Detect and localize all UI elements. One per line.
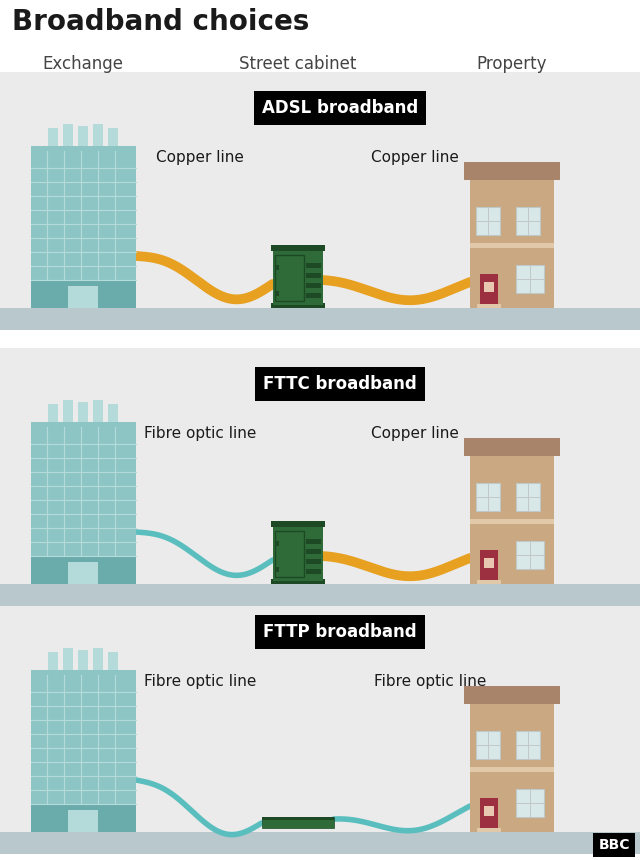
Text: Broadband choices: Broadband choices [12,8,309,36]
Bar [63,400,73,422]
Bar [477,304,501,308]
Bar [516,541,544,568]
Bar [306,549,321,554]
Bar [480,550,498,584]
Bar [271,245,324,251]
Bar [306,569,321,574]
Bar [516,789,544,817]
Bar [306,263,321,268]
Text: BBC: BBC [598,838,630,852]
Text: Copper line: Copper line [156,150,244,165]
Bar [48,128,58,146]
Bar [275,291,278,296]
Bar [470,243,554,248]
Bar [484,282,494,292]
Bar [78,402,88,422]
Bar [262,817,333,828]
Bar [31,804,136,832]
Bar [306,283,321,288]
Bar [78,126,88,146]
Bar [68,810,98,832]
Bar [306,559,321,564]
Bar [0,584,640,606]
Bar [273,523,323,581]
Bar [31,146,136,308]
Bar [275,541,278,546]
Bar [108,652,118,670]
Bar [476,483,500,511]
Text: Fibre optic line: Fibre optic line [144,674,256,689]
Bar [0,348,640,606]
Bar [470,767,554,771]
Text: Copper line: Copper line [371,426,459,441]
Bar [516,731,540,759]
Bar [68,286,98,308]
Bar [306,293,321,298]
Text: FTTC broadband: FTTC broadband [263,375,417,393]
Text: FTTP broadband: FTTP broadband [263,623,417,641]
Bar [63,124,73,146]
Bar [477,580,501,584]
Bar [108,128,118,146]
Bar [271,521,324,527]
Text: ADSL broadband: ADSL broadband [262,99,418,117]
Text: Property: Property [477,55,547,73]
Bar [484,558,494,568]
Bar [516,483,540,511]
Bar [464,686,560,704]
Bar [31,422,136,584]
Bar [48,652,58,670]
Text: Street cabinet: Street cabinet [239,55,356,73]
Bar [464,162,560,180]
Text: Copper line: Copper line [371,150,459,165]
Bar [271,303,324,308]
Bar [275,265,278,270]
Bar [108,404,118,422]
Bar [93,400,103,422]
Bar [477,828,501,832]
Bar [480,798,498,832]
Bar [93,648,103,670]
Bar [0,72,640,330]
Bar [275,255,303,301]
Bar [275,531,303,577]
Bar [275,567,278,572]
Bar [464,438,560,456]
Bar [516,207,540,235]
Bar [484,806,494,816]
Bar [476,731,500,759]
Bar [470,456,554,584]
Text: Fibre optic line: Fibre optic line [374,674,486,689]
Bar [476,207,500,235]
Bar [262,817,333,820]
Bar [31,556,136,584]
Bar [63,648,73,670]
Bar [516,265,544,292]
Bar [48,404,58,422]
Bar [273,247,323,305]
Bar [470,704,554,832]
Bar [93,124,103,146]
Bar [31,670,136,832]
Bar [78,650,88,670]
Bar [306,273,321,278]
Bar [470,180,554,308]
Bar [68,562,98,584]
Bar [0,308,640,330]
Bar [470,519,554,524]
Bar [31,280,136,308]
Bar [0,596,640,854]
Text: Fibre optic line: Fibre optic line [144,426,256,441]
Bar [271,579,324,584]
Bar [0,832,640,854]
Text: Exchange: Exchange [43,55,124,73]
Bar [480,274,498,308]
Bar [306,539,321,544]
